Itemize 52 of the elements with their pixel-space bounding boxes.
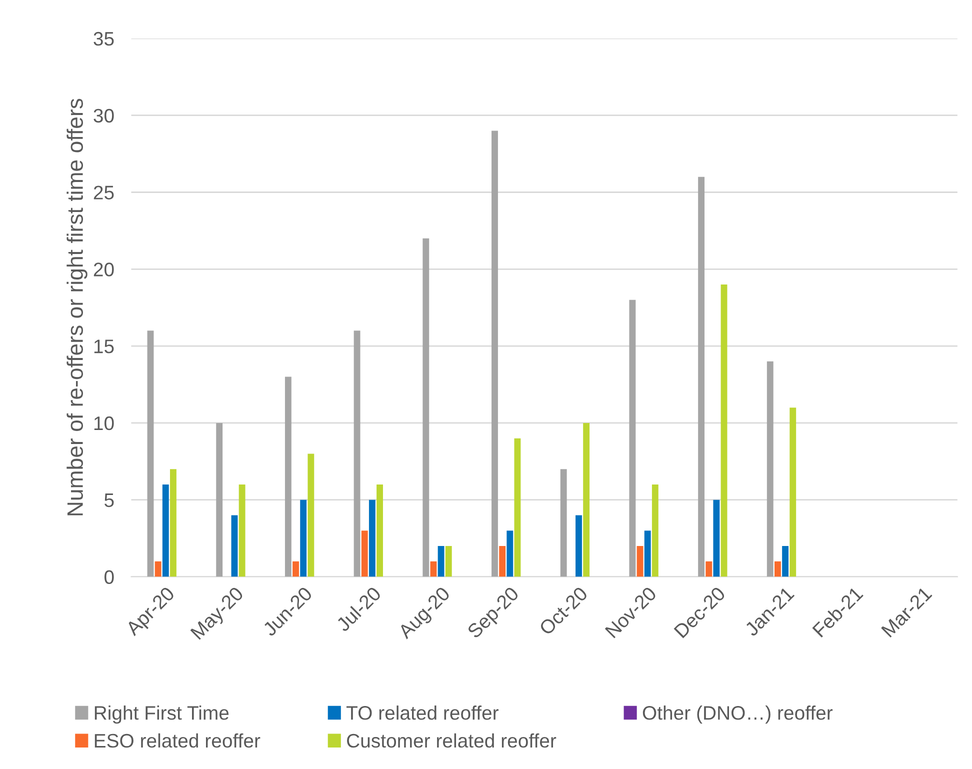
- y-tick-label: 5: [104, 494, 114, 508]
- y-tick-label: 10: [94, 416, 114, 430]
- bar: [720, 284, 728, 577]
- bar: [368, 500, 376, 577]
- bar: [636, 546, 644, 577]
- bar: [790, 408, 796, 577]
- bar: [644, 530, 651, 577]
- bar: [576, 515, 582, 577]
- bar: [438, 546, 444, 577]
- bar: [162, 484, 169, 577]
- bar: [376, 484, 383, 577]
- bar: [560, 469, 567, 577]
- bar: [629, 300, 636, 577]
- y-tick-label: 20: [94, 262, 114, 276]
- legend-label: ESO related reoffer: [94, 733, 260, 748]
- bar: [216, 422, 223, 577]
- y-tick-label: 25: [94, 186, 114, 200]
- bar: [430, 561, 437, 577]
- bar: [774, 561, 781, 577]
- y-tick-label: 35: [94, 32, 114, 46]
- bar: [300, 500, 307, 577]
- bar: [514, 438, 521, 577]
- bar: [422, 238, 430, 577]
- bar: [292, 561, 299, 577]
- bar: [147, 330, 154, 577]
- y-axis-title: Number of re-offers or right first time offers: [66, 98, 88, 516]
- y-tick-label: 0: [104, 570, 114, 584]
- bar: [361, 530, 368, 577]
- bar: [499, 546, 506, 577]
- bar: [238, 484, 246, 577]
- bar: [713, 500, 720, 577]
- legend-label: TO related reoffer: [346, 706, 498, 720]
- bar: [445, 546, 452, 577]
- bar: [492, 130, 498, 577]
- bar: [652, 484, 658, 577]
- bar: [170, 469, 176, 577]
- bar: [354, 330, 360, 577]
- legend-label: Customer related reoffer: [347, 733, 556, 748]
- bar: [706, 561, 712, 577]
- bar: [766, 361, 774, 577]
- y-tick-label: 30: [94, 108, 114, 123]
- bar: [698, 176, 705, 577]
- legend-label: Other (DNO…) reoffer: [642, 706, 833, 724]
- bar: [583, 422, 590, 577]
- bar: [506, 530, 514, 577]
- bar: [782, 546, 789, 577]
- y-tick-label: 15: [94, 340, 114, 354]
- bar: [308, 454, 314, 577]
- bar: [231, 515, 238, 577]
- bar: [284, 376, 292, 577]
- legend-label: Right First Time: [94, 706, 229, 724]
- bar: [154, 561, 162, 577]
